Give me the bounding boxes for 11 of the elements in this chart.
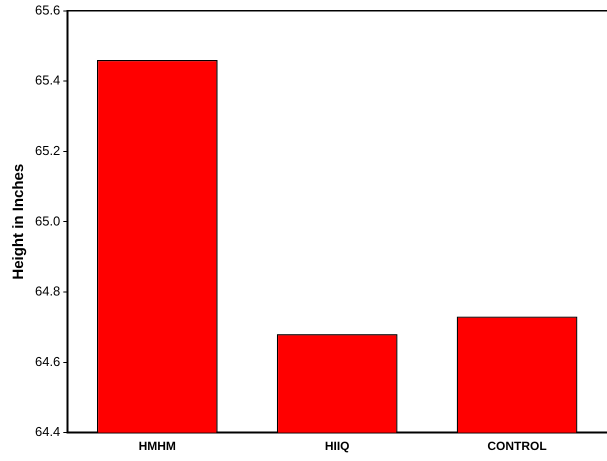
x-tick-label: CONTROL [487,439,547,454]
x-tick-label: HMHM [138,439,176,454]
y-tick-label: 65.4 [34,72,60,88]
y-tick-label: 65.0 [34,213,60,228]
y-tick-label: 65.2 [34,142,60,158]
y-tick-label: 65.6 [34,2,60,18]
y-tick-label: 64.6 [34,354,60,369]
x-tick-label: HIIQ [324,439,350,454]
y-axis-title: Height in Inches [10,164,28,280]
y-tick-label: 64.8 [34,284,60,299]
y-tick-label: 64.4 [34,424,60,440]
